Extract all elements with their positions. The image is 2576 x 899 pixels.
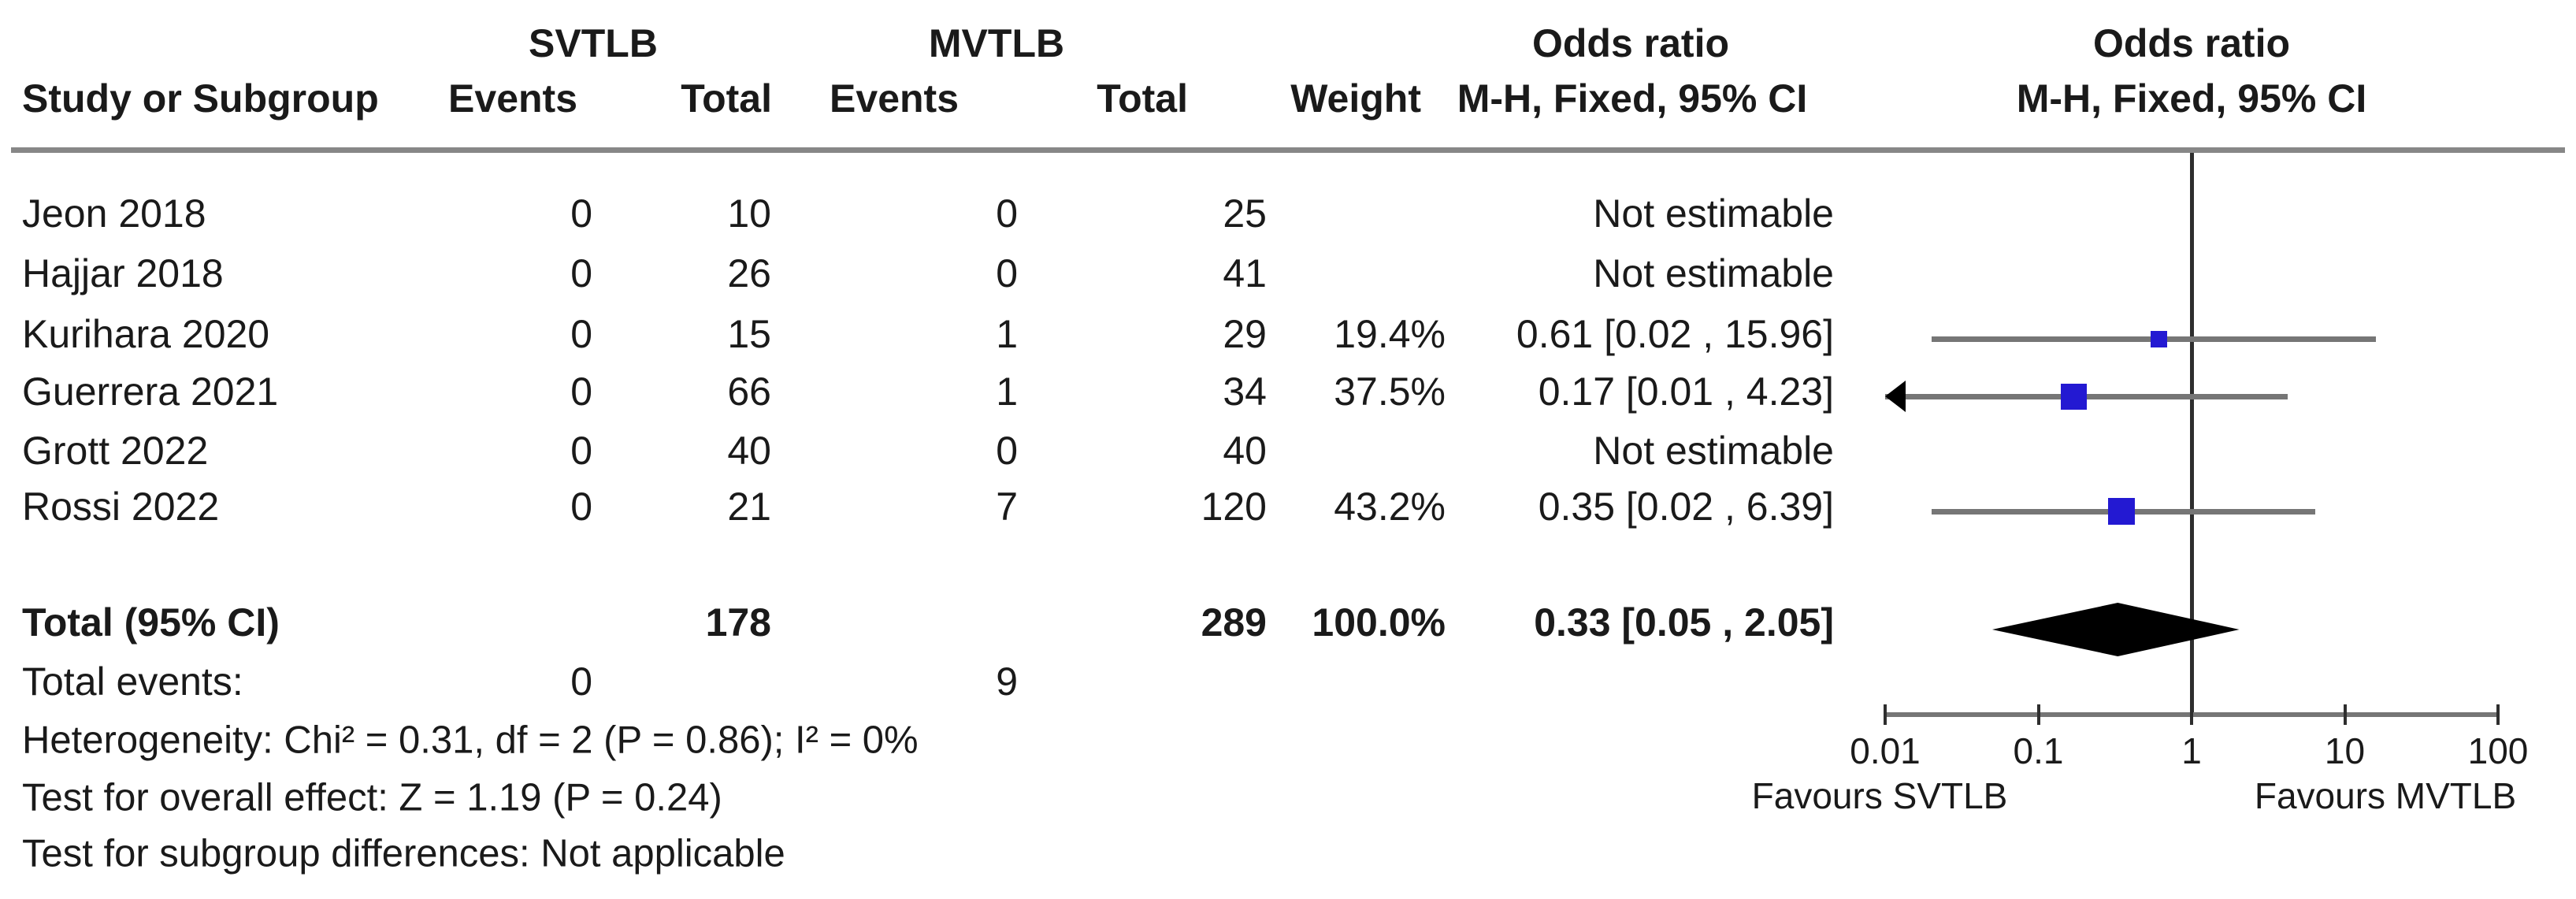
mvtlb-total: 29 (1223, 312, 1267, 356)
svtlb-total-events: 0 (570, 659, 592, 704)
svtlb-events: 0 (570, 370, 592, 414)
header-events-mvtlb: Events (830, 76, 959, 121)
pooled-diamond (1991, 603, 2240, 656)
overall-effect-text: Test for overall effect: Z = 1.19 (P = 0… (22, 776, 722, 819)
square-marker (2108, 498, 2136, 525)
mvtlb-events: 0 (996, 429, 1018, 473)
svtlb-events: 0 (570, 251, 592, 295)
svtlb-events: 0 (570, 485, 592, 529)
arrow-left-icon (1885, 381, 1906, 412)
header-study: Study or Subgroup (22, 76, 379, 121)
study-name: Guerrera 2021 (22, 370, 279, 414)
mvtlb-total: 120 (1201, 485, 1267, 529)
svtlb-events: 0 (570, 191, 592, 236)
mvtlb-total-events: 9 (996, 659, 1018, 704)
header-events-svtlb: Events (448, 76, 577, 121)
svtlb-total: 15 (727, 312, 771, 356)
header-weight: Weight (1290, 76, 1421, 121)
or-ci-text: 0.17 [0.01 , 4.23] (1538, 370, 1834, 414)
total-label: Total (95% CI) (22, 600, 280, 645)
mvtlb-grand-total: 289 (1201, 600, 1267, 645)
mvtlb-events: 0 (996, 251, 1018, 295)
mvtlb-events: 1 (996, 312, 1018, 356)
svtlb-events: 0 (570, 312, 592, 356)
axis-tick (1884, 704, 1887, 725)
null-effect-line (2189, 153, 2194, 715)
study-name: Hajjar 2018 (22, 251, 224, 295)
study-name: Jeon 2018 (22, 191, 206, 236)
total-events-label: Total events: (22, 659, 243, 704)
total-or-ci-text: 0.33 [0.05 , 2.05] (1534, 600, 1834, 645)
group2-label: MVTLB (928, 21, 1065, 65)
svtlb-total: 40 (727, 429, 771, 473)
or-ci-text: Not estimable (1593, 191, 1834, 236)
header-total-mvtlb: Total (1097, 76, 1188, 121)
square-marker (2150, 330, 2167, 347)
or-column-subtitle: M-H, Fixed, 95% CI (1457, 76, 1808, 121)
axis-tick-label: 100 (2467, 730, 2529, 771)
axis-tick (2036, 704, 2040, 725)
axis-tick-label: 10 (2324, 730, 2366, 771)
mvtlb-total: 25 (1223, 191, 1267, 236)
axis-tick (2496, 704, 2500, 725)
mvtlb-events: 0 (996, 191, 1018, 236)
study-name: Grott 2022 (22, 429, 209, 473)
svtlb-events: 0 (570, 429, 592, 473)
plot-column-subtitle: M-H, Fixed, 95% CI (2016, 76, 2367, 121)
or-ci-text: 0.35 [0.02 , 6.39] (1538, 485, 1834, 529)
favours-left-label: Favours SVTLB (1751, 775, 2008, 816)
svtlb-total: 21 (727, 485, 771, 529)
axis-tick (2343, 704, 2347, 725)
plot-column-title: Odds ratio (2092, 21, 2291, 65)
study-name: Kurihara 2020 (22, 312, 270, 356)
or-ci-text: 0.61 [0.02 , 15.96] (1516, 312, 1834, 356)
or-ci-text: Not estimable (1593, 251, 1834, 295)
svtlb-total: 26 (727, 251, 771, 295)
weight-value: 37.5% (1334, 370, 1446, 414)
axis-tick (2190, 704, 2193, 725)
mvtlb-events: 1 (996, 370, 1018, 414)
heterogeneity-text: Heterogeneity: Chi² = 0.31, df = 2 (P = … (22, 719, 919, 762)
header-divider (11, 147, 2565, 153)
square-marker (2060, 383, 2087, 410)
subgroup-diff-text: Test for subgroup differences: Not appli… (22, 832, 785, 875)
weight-value: 19.4% (1334, 312, 1446, 356)
or-ci-text: Not estimable (1593, 429, 1834, 473)
svtlb-grand-total: 178 (705, 600, 771, 645)
or-column-title: Odds ratio (1531, 21, 1730, 65)
mvtlb-total: 34 (1223, 370, 1267, 414)
mvtlb-total: 41 (1223, 251, 1267, 295)
svtlb-total: 66 (727, 370, 771, 414)
weight-value: 43.2% (1334, 485, 1446, 529)
favours-right-label: Favours MVTLB (2254, 775, 2517, 816)
total-weight: 100.0% (1312, 600, 1446, 645)
mvtlb-events: 7 (996, 485, 1018, 529)
axis-tick-label: 0.01 (1850, 730, 1921, 771)
axis-tick-label: 1 (2181, 730, 2202, 771)
header-total-svtlb: Total (681, 76, 772, 121)
mvtlb-total: 40 (1223, 429, 1267, 473)
group1-label: SVTLB (529, 21, 658, 65)
axis-tick-label: 0.1 (2013, 730, 2064, 771)
study-name: Rossi 2022 (22, 485, 220, 529)
svtlb-total: 10 (727, 191, 771, 236)
